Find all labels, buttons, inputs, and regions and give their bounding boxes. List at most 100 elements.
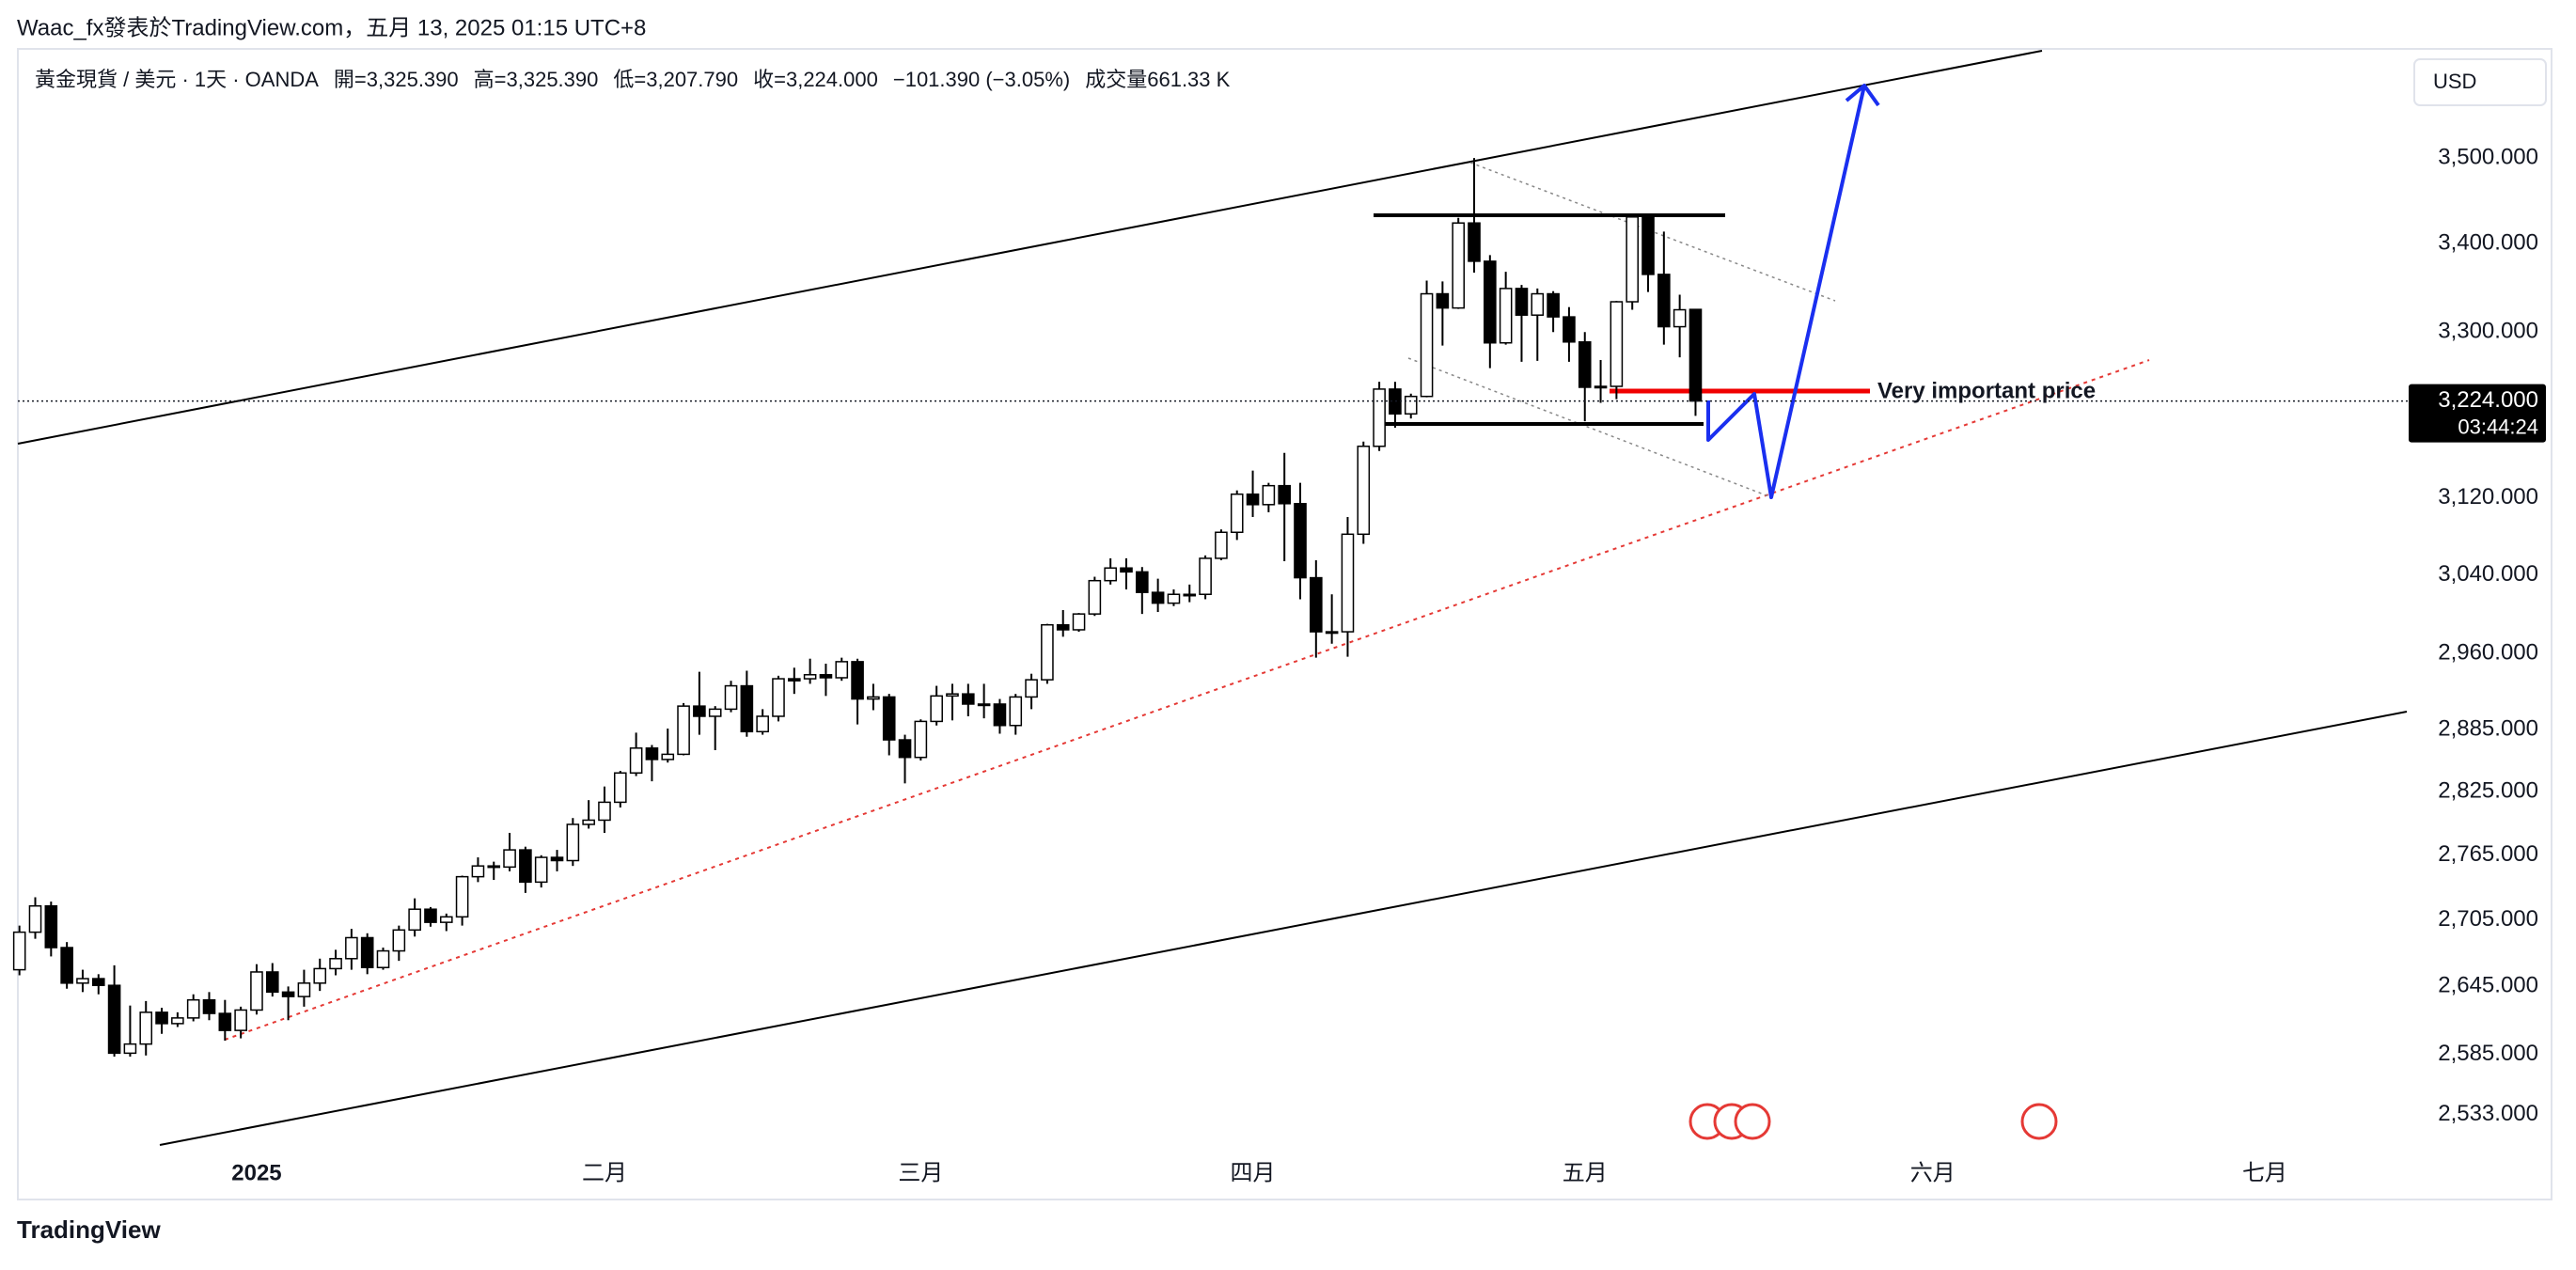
currency[interactable]: USD bbox=[2433, 70, 2476, 93]
candle-body bbox=[677, 705, 690, 756]
candle-body bbox=[582, 819, 595, 825]
candle-body bbox=[835, 661, 849, 679]
candle-body bbox=[1088, 579, 1102, 615]
candle-body bbox=[1136, 571, 1149, 593]
x-tick-label: 三月 bbox=[898, 1160, 943, 1185]
y-tick-label: 3,040.000 bbox=[2438, 561, 2538, 587]
candle-body bbox=[123, 1043, 137, 1055]
x-tick-label: 七月 bbox=[2242, 1160, 2287, 1185]
y-tick-label: 3,500.000 bbox=[2438, 144, 2538, 169]
candle-body bbox=[1025, 679, 1038, 698]
legend-item: 黃金現貨 / 美元 · 1天 · OANDA bbox=[35, 68, 319, 91]
candle-body bbox=[550, 856, 564, 862]
candle-body bbox=[329, 958, 342, 970]
candle-body bbox=[281, 991, 295, 997]
legend-item: 開=3,325.390 bbox=[334, 68, 459, 91]
legend-item: 低=3,207.790 bbox=[613, 68, 738, 91]
drawings bbox=[17, 50, 2408, 1146]
candle-body bbox=[1056, 623, 1070, 631]
candle-body bbox=[1452, 222, 1465, 309]
candle-body bbox=[1357, 446, 1371, 536]
candle-body bbox=[882, 696, 896, 741]
candle-body bbox=[708, 708, 722, 717]
candle-body bbox=[392, 929, 406, 952]
candle-body bbox=[1215, 531, 1228, 559]
candle-body bbox=[1278, 484, 1291, 505]
y-tick-label: 2,705.000 bbox=[2438, 906, 2538, 932]
y-tick-label: 2,765.000 bbox=[2438, 841, 2538, 867]
x-tick-label: 2025 bbox=[231, 1160, 281, 1185]
y-tick-label: 2,825.000 bbox=[2438, 778, 2538, 804]
projection-path bbox=[1706, 85, 1866, 499]
candle-body bbox=[487, 865, 501, 869]
candle-body bbox=[408, 908, 421, 932]
candle-body bbox=[645, 747, 659, 760]
candle-body bbox=[930, 695, 943, 723]
x-tick-label: 四月 bbox=[1231, 1160, 1276, 1185]
candle-body bbox=[1325, 631, 1339, 635]
y-tick-label: 2,960.000 bbox=[2438, 640, 2538, 666]
candle-body bbox=[1104, 567, 1117, 582]
candle-body bbox=[1120, 567, 1133, 573]
legend-item: 收=3,224.000 bbox=[753, 68, 878, 91]
candle-body bbox=[1183, 593, 1197, 597]
candle-body bbox=[962, 693, 975, 705]
candle-body bbox=[519, 849, 532, 884]
candle-body bbox=[171, 1017, 184, 1025]
candle-body bbox=[1294, 503, 1307, 579]
chart-frame bbox=[17, 48, 2552, 1200]
candle-body bbox=[1420, 292, 1434, 398]
candle-body bbox=[566, 823, 580, 862]
candle-body bbox=[819, 674, 833, 679]
candle-body bbox=[1594, 385, 1608, 389]
candle-body bbox=[218, 1012, 232, 1031]
candle-body bbox=[44, 904, 58, 949]
candle-body bbox=[265, 971, 279, 994]
candle-body bbox=[1657, 274, 1671, 328]
candle-body bbox=[139, 1011, 153, 1045]
candle-body bbox=[1341, 533, 1355, 633]
x-tick-label: 二月 bbox=[582, 1160, 627, 1185]
currency-button[interactable] bbox=[2413, 58, 2547, 106]
legend-item: −101.390 (−3.05%) bbox=[893, 68, 1070, 91]
axes: 2,533.000 2,585.000 2,645.000 2,705.000 2,76… bbox=[231, 144, 2538, 1185]
candle-body bbox=[297, 982, 311, 997]
y-tick-label: 2,885.000 bbox=[2438, 715, 2538, 741]
x-tick-label: 六月 bbox=[1910, 1160, 1956, 1185]
legend-item: 高=3,325.390 bbox=[474, 68, 599, 91]
candle-body bbox=[693, 705, 706, 717]
y-tick-label: 3,300.000 bbox=[2438, 319, 2538, 344]
candle-body bbox=[946, 693, 959, 698]
candle-body bbox=[91, 978, 105, 986]
candle-body bbox=[914, 720, 928, 759]
legend: 黃金現貨 / 美元 · 1天 · OANDA 開=3,325.390 高=3,325… bbox=[35, 68, 1231, 91]
candle-body bbox=[1167, 593, 1181, 604]
candle-body bbox=[851, 661, 864, 700]
candle-body bbox=[1515, 288, 1529, 316]
candle-body bbox=[360, 936, 374, 968]
countdown: 03:44:24 bbox=[2458, 415, 2538, 438]
event-flag bbox=[1734, 1103, 1771, 1140]
event-flags bbox=[1689, 1103, 2058, 1140]
candle-body bbox=[787, 678, 801, 682]
candle-body bbox=[1072, 613, 1086, 631]
candle-body bbox=[345, 936, 358, 960]
candle-body bbox=[898, 739, 912, 759]
candle-body bbox=[1246, 493, 1260, 506]
candle-body bbox=[1199, 557, 1212, 595]
candle-body bbox=[1641, 216, 1655, 275]
candle-body bbox=[1151, 591, 1165, 604]
candle-body bbox=[867, 696, 880, 700]
candle-body bbox=[455, 875, 469, 918]
y-tick-label: 2,533.000 bbox=[2438, 1101, 2538, 1126]
candle-body bbox=[1436, 292, 1450, 309]
candle-body bbox=[186, 998, 200, 1019]
candle-body bbox=[1626, 216, 1640, 303]
event-flag bbox=[2020, 1103, 2058, 1140]
candle-body bbox=[12, 931, 26, 971]
annotation: Very important price bbox=[1877, 378, 2096, 403]
dotted-line bbox=[1469, 162, 1836, 302]
y-tick-label: 3,120.000 bbox=[2438, 484, 2538, 510]
